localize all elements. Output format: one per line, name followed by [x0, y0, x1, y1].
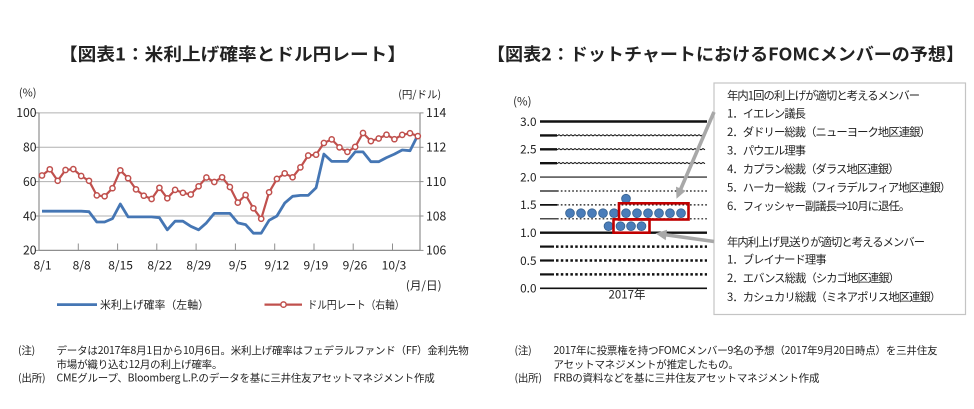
svg-text:80: 80	[23, 138, 37, 156]
svg-text:8/1: 8/1	[33, 257, 51, 274]
svg-text:米利上げ確率（左軸）: 米利上げ確率（左軸）	[100, 297, 209, 313]
svg-text:2．エバンス総裁（シカゴ地区連銀）: 2．エバンス総裁（シカゴ地区連銀）	[727, 270, 899, 286]
svg-text:40: 40	[23, 206, 37, 224]
svg-text:市場が織り込む12月の利上げ確率。: 市場が織り込む12月の利上げ確率。	[57, 357, 223, 372]
svg-text:アセットマネジメントが推定したもの。: アセットマネジメントが推定したもの。	[554, 357, 739, 372]
svg-text:60: 60	[23, 172, 37, 190]
svg-text:データは2017年8月1日から10月6日。米利上げ確率はフェ: データは2017年8月1日から10月6日。米利上げ確率はフェデラルファンド（FF…	[57, 343, 469, 358]
svg-text:8/8: 8/8	[73, 257, 91, 274]
svg-text:110: 110	[426, 172, 447, 190]
svg-text:(出所): (出所)	[18, 370, 45, 385]
svg-text:(月/日): (月/日)	[406, 278, 442, 294]
svg-text:112: 112	[426, 138, 447, 156]
svg-text:1．ブレイナード理事: 1．ブレイナード理事	[727, 252, 826, 268]
svg-text:0.0: 0.0	[520, 280, 536, 297]
svg-text:(注): (注)	[515, 343, 532, 358]
svg-text:106: 106	[426, 241, 447, 259]
svg-text:9/19: 9/19	[304, 257, 329, 274]
svg-text:1.0: 1.0	[520, 224, 536, 241]
svg-text:10/3: 10/3	[382, 257, 407, 274]
svg-text:9/26: 9/26	[343, 257, 368, 274]
svg-text:8/15: 8/15	[108, 257, 133, 274]
svg-text:6．フィッシャー副議長⇒10月に退任。: 6．フィッシャー副議長⇒10月に退任。	[727, 198, 909, 214]
svg-text:1．イエレン議長: 1．イエレン議長	[727, 105, 806, 121]
svg-text:年内1回の利上げが適切と考えるメンバー: 年内1回の利上げが適切と考えるメンバー	[727, 87, 920, 103]
svg-text:年内利上げ見送りが適切と考えるメンバー: 年内利上げ見送りが適切と考えるメンバー	[727, 234, 925, 250]
svg-text:(%): (%)	[513, 94, 531, 110]
svg-text:ドル円レート（右軸）: ドル円レート（右軸）	[308, 297, 405, 313]
svg-text:2.0: 2.0	[520, 168, 536, 185]
svg-text:3．パウエル理事: 3．パウエル理事	[727, 143, 806, 159]
svg-text:8/22: 8/22	[147, 257, 172, 274]
svg-text:0.5: 0.5	[520, 252, 536, 269]
svg-text:2017年: 2017年	[608, 287, 645, 303]
svg-text:【図表2：ドットチャートにおけるFOMCメンバーの予想】: 【図表2：ドットチャートにおけるFOMCメンバーの予想】	[487, 41, 964, 66]
svg-text:(%): (%)	[19, 84, 37, 100]
svg-text:8/29: 8/29	[186, 257, 211, 274]
svg-text:114: 114	[426, 103, 447, 121]
svg-text:(出所): (出所)	[515, 370, 542, 385]
svg-text:FRBの資料などを基に三井住友アセットマネジメント作成: FRBの資料などを基に三井住友アセットマネジメント作成	[554, 370, 820, 385]
svg-text:20: 20	[23, 241, 37, 259]
svg-text:CMEグループ、Bloomberg L.P.のデータを基に三: CMEグループ、Bloomberg L.P.のデータを基に三井住友アセットマネジ…	[57, 370, 436, 385]
svg-text:(注): (注)	[18, 343, 35, 358]
svg-text:1.5: 1.5	[520, 196, 536, 213]
svg-text:9/12: 9/12	[265, 257, 290, 274]
svg-text:5．ハーカー総裁（フィラデルフィア地区連銀）: 5．ハーカー総裁（フィラデルフィア地区連銀）	[727, 180, 950, 196]
svg-text:4．カプラン総裁（ダラス地区連銀）: 4．カプラン総裁（ダラス地区連銀）	[727, 161, 899, 177]
svg-text:2017年に投票権を持つFOMCメンバー9名の予想（2017: 2017年に投票権を持つFOMCメンバー9名の予想（2017年9月20日時点）を…	[554, 343, 939, 358]
svg-text:2.5: 2.5	[520, 141, 536, 158]
svg-text:(円/ドル): (円/ドル)	[398, 87, 441, 102]
svg-text:3.0: 3.0	[520, 113, 536, 130]
svg-text:【図表1：米利上げ確率とドル円レート】: 【図表1：米利上げ確率とドル円レート】	[59, 41, 406, 66]
svg-text:9/5: 9/5	[229, 257, 247, 274]
svg-text:3．カシュカリ総裁（ミネアポリス地区連銀）: 3．カシュカリ総裁（ミネアポリス地区連銀）	[727, 289, 940, 305]
svg-text:108: 108	[426, 206, 447, 224]
svg-text:2．ダドリー総裁（ニューヨーク地区連銀）: 2．ダドリー総裁（ニューヨーク地区連銀）	[727, 124, 930, 140]
svg-text:100: 100	[16, 103, 37, 121]
